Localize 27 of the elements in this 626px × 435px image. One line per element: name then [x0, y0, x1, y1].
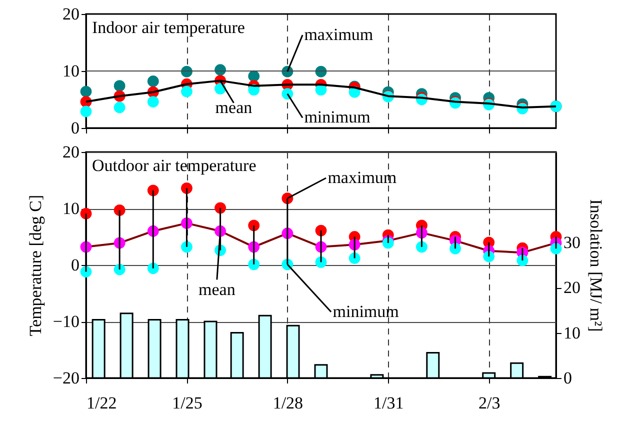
annotation: Indoor air temperature [92, 18, 245, 37]
y2-tick-label: 30 [564, 232, 580, 252]
y-tick-label: 10 [62, 199, 80, 218]
annotation: maximum [328, 168, 397, 187]
y2-axis-title: Insolation [MJ/ m²] [586, 199, 606, 332]
y-tick-label: 20 [62, 142, 80, 162]
x-tick-label: 1/28 [272, 394, 304, 412]
x-tick-label: 2/3 [478, 394, 500, 412]
y2-tick-label: 20 [564, 278, 580, 298]
annotation: minimum [332, 302, 399, 321]
y2-tick-label: 0 [564, 368, 572, 388]
annotation: maximum [304, 25, 374, 44]
y-tick-label: 20 [62, 4, 80, 24]
y-tick-label: 0 [71, 118, 80, 138]
y-axis-title: Temperature [deg C] [26, 194, 45, 336]
x-tick-label: 1/31 [374, 394, 404, 412]
y-tick-label: −20 [52, 368, 80, 388]
y2-tick-label: 10 [564, 323, 580, 342]
annotation: Outdoor air temperature [92, 156, 256, 175]
y-tick-label: 10 [62, 62, 80, 80]
y-tick-label: −10 [52, 312, 80, 331]
y-tick-label: 0 [71, 256, 80, 274]
x-tick-label: 1/25 [172, 394, 202, 412]
annotation: mean [215, 98, 253, 118]
annotation: minimum [304, 108, 370, 127]
x-tick-label: 1/22 [86, 394, 117, 412]
annotation: mean [198, 280, 236, 299]
